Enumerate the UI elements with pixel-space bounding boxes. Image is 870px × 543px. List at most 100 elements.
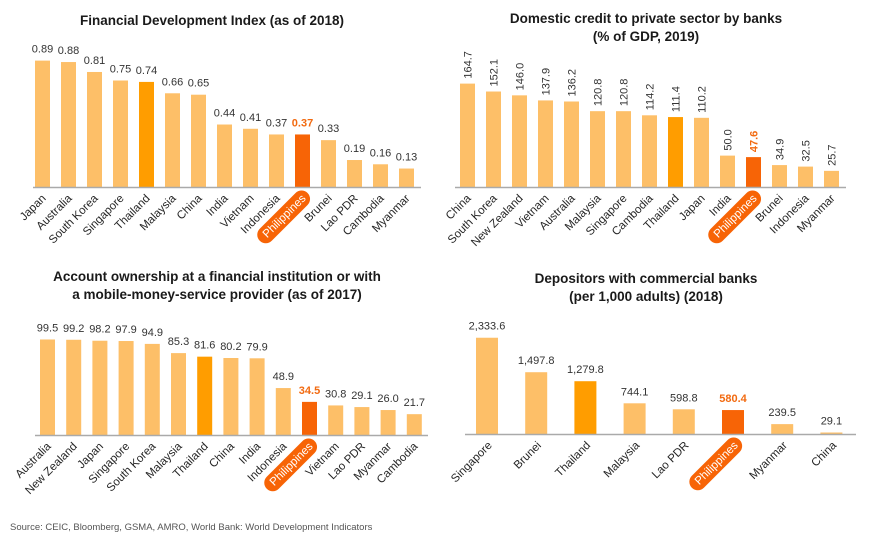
bar-cambodia: [642, 115, 657, 187]
bar-india: [720, 155, 735, 187]
value-label-cambodia: 0.16: [370, 147, 391, 159]
category-label-philippines: Philippines: [693, 439, 741, 487]
bar-vietnam: [243, 128, 258, 187]
highlight-pill: [264, 438, 318, 492]
value-label-singapore: 0.75: [110, 64, 131, 76]
bar-cambodia: [406, 414, 422, 435]
value-label-lao-pdr: 598.8: [670, 392, 698, 404]
value-label-indonesia: 32.5: [801, 140, 813, 161]
bar-lao-pdr: [672, 409, 695, 434]
bar-indonesia: [269, 134, 284, 187]
bar-china: [820, 432, 843, 434]
bar-china: [223, 358, 239, 435]
value-label-vietnam: 137.9: [541, 68, 553, 96]
value-label-brunei: 0.33: [318, 123, 339, 135]
bar-thailand: [574, 381, 597, 434]
bar-vietnam: [328, 405, 344, 435]
bar-malaysia: [590, 111, 605, 187]
chart-domestic-credit: Domestic credit to private sector by ban…: [444, 11, 846, 249]
bar-philippines: [302, 401, 317, 435]
source-note: Source: CEIC, Bloomberg, GSMA, AMRO, Wor…: [10, 522, 373, 533]
category-label-myanmar: Myanmar: [748, 440, 790, 482]
category-label-lao-pdr: Lao PDR: [650, 440, 691, 481]
chart-subtitle: a mobile-money-service provider (as of 2…: [72, 287, 362, 302]
value-label-malaysia: 744.1: [621, 386, 649, 398]
value-label-singapore: 97.9: [115, 324, 136, 336]
value-label-cambodia: 21.7: [404, 397, 425, 409]
chart-subtitle: (% of GDP, 2019): [593, 29, 699, 44]
value-label-philippines: 580.4: [719, 393, 747, 405]
value-label-china: 164.7: [463, 51, 475, 79]
bar-singapore: [118, 341, 134, 435]
bar-philippines: [746, 157, 761, 187]
category-label-china: China: [207, 440, 237, 470]
value-label-lao-pdr: 29.1: [351, 390, 372, 402]
bar-myanmar: [380, 410, 396, 435]
value-label-new-zealand: 146.0: [515, 63, 527, 91]
bar-myanmar: [771, 424, 794, 434]
chart-title: Depositors with commercial banks: [535, 271, 758, 286]
value-label-china: 0.65: [188, 78, 209, 90]
bar-japan: [694, 117, 709, 187]
value-label-myanmar: 0.13: [396, 152, 417, 164]
value-label-indonesia: 0.37: [266, 117, 287, 129]
value-label-australia: 0.88: [58, 45, 79, 57]
bar-japan: [92, 340, 108, 435]
bar-brunei: [772, 165, 787, 187]
chart-financial-development-index: Financial Development Index (as of 2018)…: [18, 13, 421, 246]
value-label-australia: 99.5: [37, 322, 58, 334]
value-label-south-korea: 152.1: [489, 59, 501, 87]
value-label-japan: 0.89: [32, 44, 53, 56]
value-label-india: 0.44: [214, 108, 235, 120]
bar-vietnam: [538, 100, 553, 187]
bar-singapore: [616, 111, 631, 187]
highlight-pill: [708, 190, 762, 244]
bar-myanmar: [399, 168, 414, 187]
bar-south-korea: [486, 91, 501, 187]
highlight-pill: [689, 437, 743, 491]
category-label-thailand: Thailand: [553, 440, 593, 480]
value-label-singapore: 120.8: [619, 79, 631, 107]
value-label-singapore: 2,333.6: [469, 321, 506, 333]
bar-australia: [61, 62, 76, 187]
value-label-indonesia: 48.9: [273, 371, 294, 383]
value-label-thailand: 1,279.8: [567, 364, 604, 376]
bar-south-korea: [144, 343, 160, 435]
bar-lao-pdr: [347, 160, 362, 187]
value-label-philippines: 47.6: [749, 131, 761, 152]
value-label-malaysia: 120.8: [593, 79, 605, 107]
bar-cambodia: [373, 164, 388, 187]
value-label-myanmar: 26.0: [377, 393, 398, 405]
bar-new-zealand: [66, 339, 82, 435]
bar-thailand: [139, 81, 154, 187]
bar-japan: [35, 60, 50, 188]
bar-india: [249, 358, 265, 435]
chart-title: Financial Development Index (as of 2018): [80, 13, 344, 28]
bar-australia: [564, 101, 579, 187]
value-label-brunei: 34.9: [775, 139, 787, 160]
bar-malaysia: [623, 403, 646, 434]
bar-lao-pdr: [354, 407, 370, 435]
bar-malaysia: [171, 353, 186, 435]
bar-indonesia: [798, 166, 813, 187]
chart-subtitle: (per 1,000 adults) (2018): [569, 289, 723, 304]
bar-singapore: [476, 337, 498, 434]
category-label-china: China: [175, 192, 205, 222]
bar-brunei: [321, 140, 336, 187]
value-label-myanmar: 25.7: [827, 144, 839, 165]
value-label-myanmar: 239.5: [768, 407, 796, 419]
category-label-brunei: Brunei: [512, 440, 544, 472]
bar-brunei: [525, 372, 548, 434]
value-label-philippines: 0.37: [292, 117, 313, 129]
bar-myanmar: [824, 170, 839, 187]
value-label-thailand: 81.6: [194, 340, 215, 352]
chart-depositors: Depositors with commercial banks (per 1,…: [449, 271, 856, 491]
bar-china: [460, 83, 475, 187]
bar-philippines: [295, 134, 310, 187]
bar-india: [217, 124, 232, 187]
category-label-malaysia: Malaysia: [602, 439, 643, 480]
category-label-singapore: Singapore: [449, 440, 495, 486]
bar-new-zealand: [512, 95, 527, 187]
value-label-thailand: 111.4: [671, 86, 683, 112]
